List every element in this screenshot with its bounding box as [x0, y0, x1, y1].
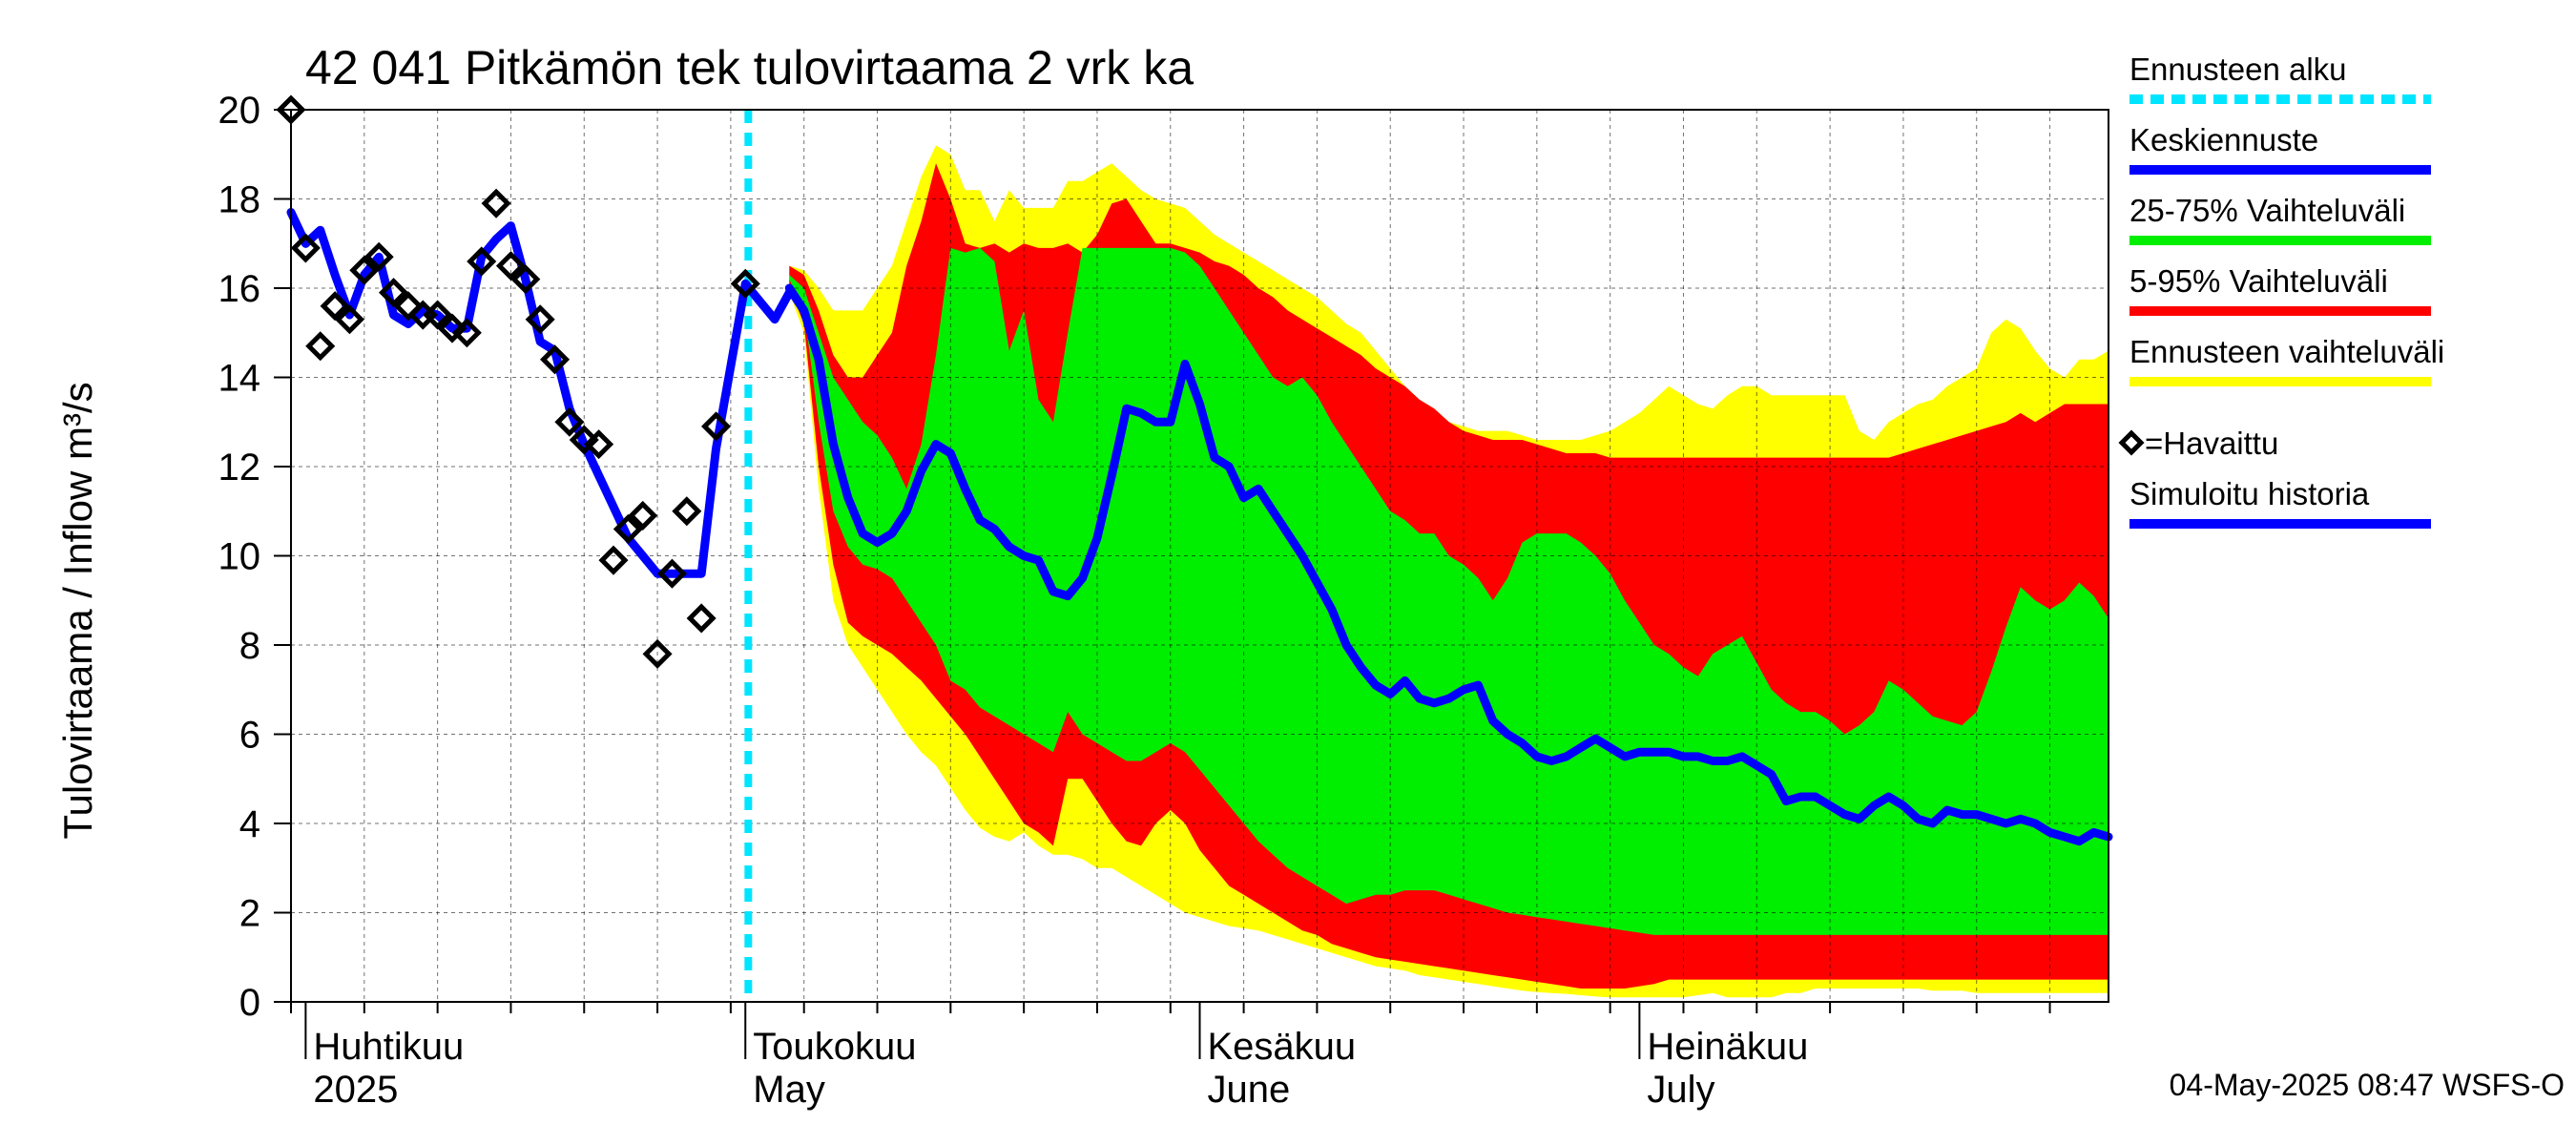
timestamp-footer: 04-May-2025 08:47 WSFS-O: [2170, 1068, 2565, 1102]
x-tick-label-month: Kesäkuu: [1208, 1026, 1357, 1068]
y-tick-label: 10: [218, 536, 261, 578]
x-tick-label-month: Huhtikuu: [313, 1026, 464, 1068]
band-25-75: [789, 247, 2109, 935]
y-tick-label: 18: [218, 179, 261, 221]
observed-point: [700, 411, 732, 442]
x-tick-label-sub: June: [1208, 1069, 1291, 1111]
observed-point: [672, 496, 702, 527]
y-tick-label: 16: [218, 268, 261, 310]
observed-point: [334, 304, 364, 335]
observed-point: [437, 313, 467, 344]
chart-title: 42 041 Pitkämön tek tulovirtaama 2 vrk k…: [305, 41, 1194, 94]
observed-points: [276, 94, 760, 669]
x-tick-label-month: Heinäkuu: [1647, 1026, 1808, 1068]
observed-point: [525, 304, 555, 335]
plot-inner: [789, 145, 2109, 998]
observed-point: [423, 300, 453, 330]
y-axis-label: Tulovirtaama / Inflow m³/s: [55, 382, 100, 839]
legend-marker: [2118, 429, 2145, 456]
observed-point: [495, 251, 526, 281]
observed-point: [628, 500, 658, 531]
legend-label: 5-95% Vaihteluväli: [2129, 263, 2388, 299]
legend-label: Keskiennuste: [2129, 122, 2318, 157]
observed-point: [686, 603, 717, 634]
y-tick-label: 0: [239, 982, 260, 1024]
legend-label: Ennusteen vaihteluväli: [2129, 334, 2444, 369]
x-tick-label-sub: July: [1647, 1069, 1714, 1111]
observed-point: [598, 545, 629, 575]
observed-point: [305, 331, 336, 362]
observed-point: [539, 344, 571, 375]
legend-label: Ennusteen alku: [2129, 52, 2347, 87]
x-tick-label-sub: 2025: [313, 1069, 398, 1111]
x-tick-label-month: Toukokuu: [753, 1026, 916, 1068]
y-tick-label: 14: [218, 358, 261, 400]
simulated-history-line: [286, 208, 794, 578]
observed-point: [510, 264, 541, 295]
observed-point: [364, 241, 394, 272]
observed-point: [481, 188, 511, 219]
legend-label: Simuloitu historia: [2129, 476, 2370, 511]
y-tick-label: 8: [239, 625, 260, 667]
y-tick-label: 4: [239, 803, 260, 845]
y-tick-label: 12: [218, 447, 261, 489]
legend: Ennusteen alku Keskiennuste 25-75% Vaihtel…: [2118, 52, 2444, 529]
observed-point: [642, 638, 673, 669]
observed-point: [349, 255, 380, 285]
observed-point: [451, 318, 482, 348]
observed-point: [656, 558, 687, 589]
legend-label: =Havaittu: [2145, 426, 2278, 461]
observed-point: [730, 268, 760, 299]
median-forecast-line: [784, 283, 2113, 846]
observed-point: [393, 291, 424, 322]
observed-point: [320, 291, 350, 322]
x-tick-label-sub: May: [753, 1069, 825, 1111]
observed-point: [613, 513, 643, 544]
observed-point: [584, 429, 614, 460]
observed-point: [290, 233, 321, 263]
y-tick-label: 20: [218, 90, 261, 132]
plot-area: [276, 94, 2113, 1002]
observed-point: [554, 406, 585, 437]
y-tick-label: 2: [239, 893, 260, 935]
observed-point: [467, 246, 497, 277]
observed-point: [569, 425, 599, 455]
grid: [291, 110, 2109, 1002]
observed-point: [379, 278, 409, 308]
y-tick-label: 6: [239, 715, 260, 757]
legend-label: 25-75% Vaihteluväli: [2129, 193, 2405, 228]
